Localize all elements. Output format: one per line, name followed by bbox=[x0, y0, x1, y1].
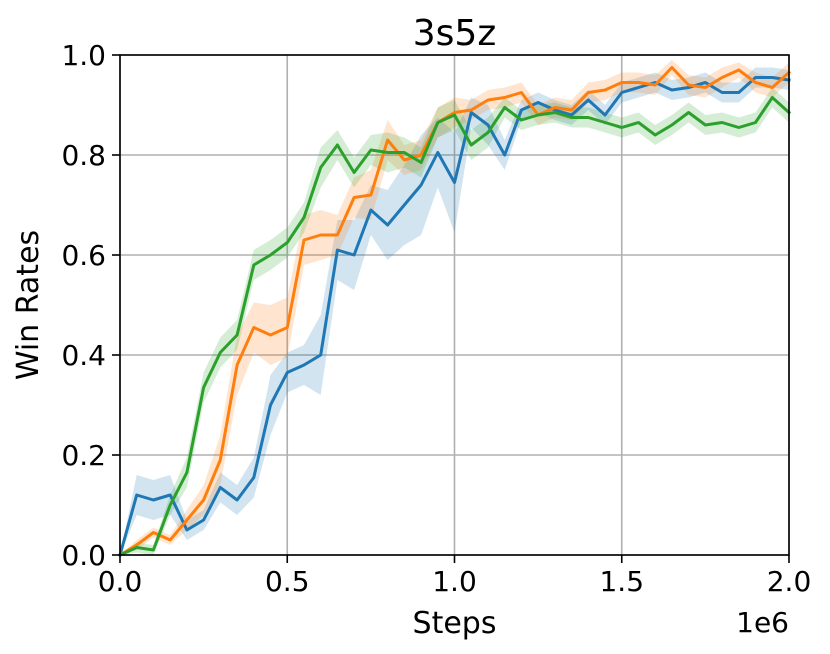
series-2-band bbox=[120, 60, 789, 555]
series-3-line bbox=[118, 96, 792, 557]
y-tick-label: 1.0 bbox=[61, 39, 106, 72]
series-lines bbox=[117, 66, 792, 558]
series-1-line bbox=[118, 76, 791, 557]
x-tick-label: 0.0 bbox=[98, 565, 143, 598]
x-axis-ticks: 0.0 0.5 1.0 1.5 2.0 bbox=[98, 555, 812, 598]
y-tick-label: 0.2 bbox=[61, 439, 106, 472]
y-tick-label: 0.0 bbox=[61, 539, 106, 572]
chart-title: 3s5z bbox=[413, 13, 496, 54]
y-axis-ticks: 0.0 0.2 0.4 0.6 0.8 1.0 bbox=[61, 39, 120, 572]
x-tick-label: 1.5 bbox=[599, 565, 644, 598]
y-tick-label: 0.8 bbox=[61, 139, 106, 172]
y-tick-label: 0.4 bbox=[61, 339, 106, 372]
confidence-bands bbox=[120, 60, 789, 555]
x-tick-label: 2.0 bbox=[767, 565, 812, 598]
y-tick-label: 0.6 bbox=[61, 239, 106, 272]
x-axis-offset-label: 1e6 bbox=[736, 606, 789, 639]
x-tick-label: 0.5 bbox=[265, 565, 310, 598]
series-1-band bbox=[120, 67, 789, 555]
x-axis-label: Steps bbox=[413, 606, 497, 641]
x-tick-label: 1.0 bbox=[432, 565, 477, 598]
series-2-line bbox=[117, 66, 792, 558]
y-axis-label: Win Rates bbox=[11, 230, 46, 380]
